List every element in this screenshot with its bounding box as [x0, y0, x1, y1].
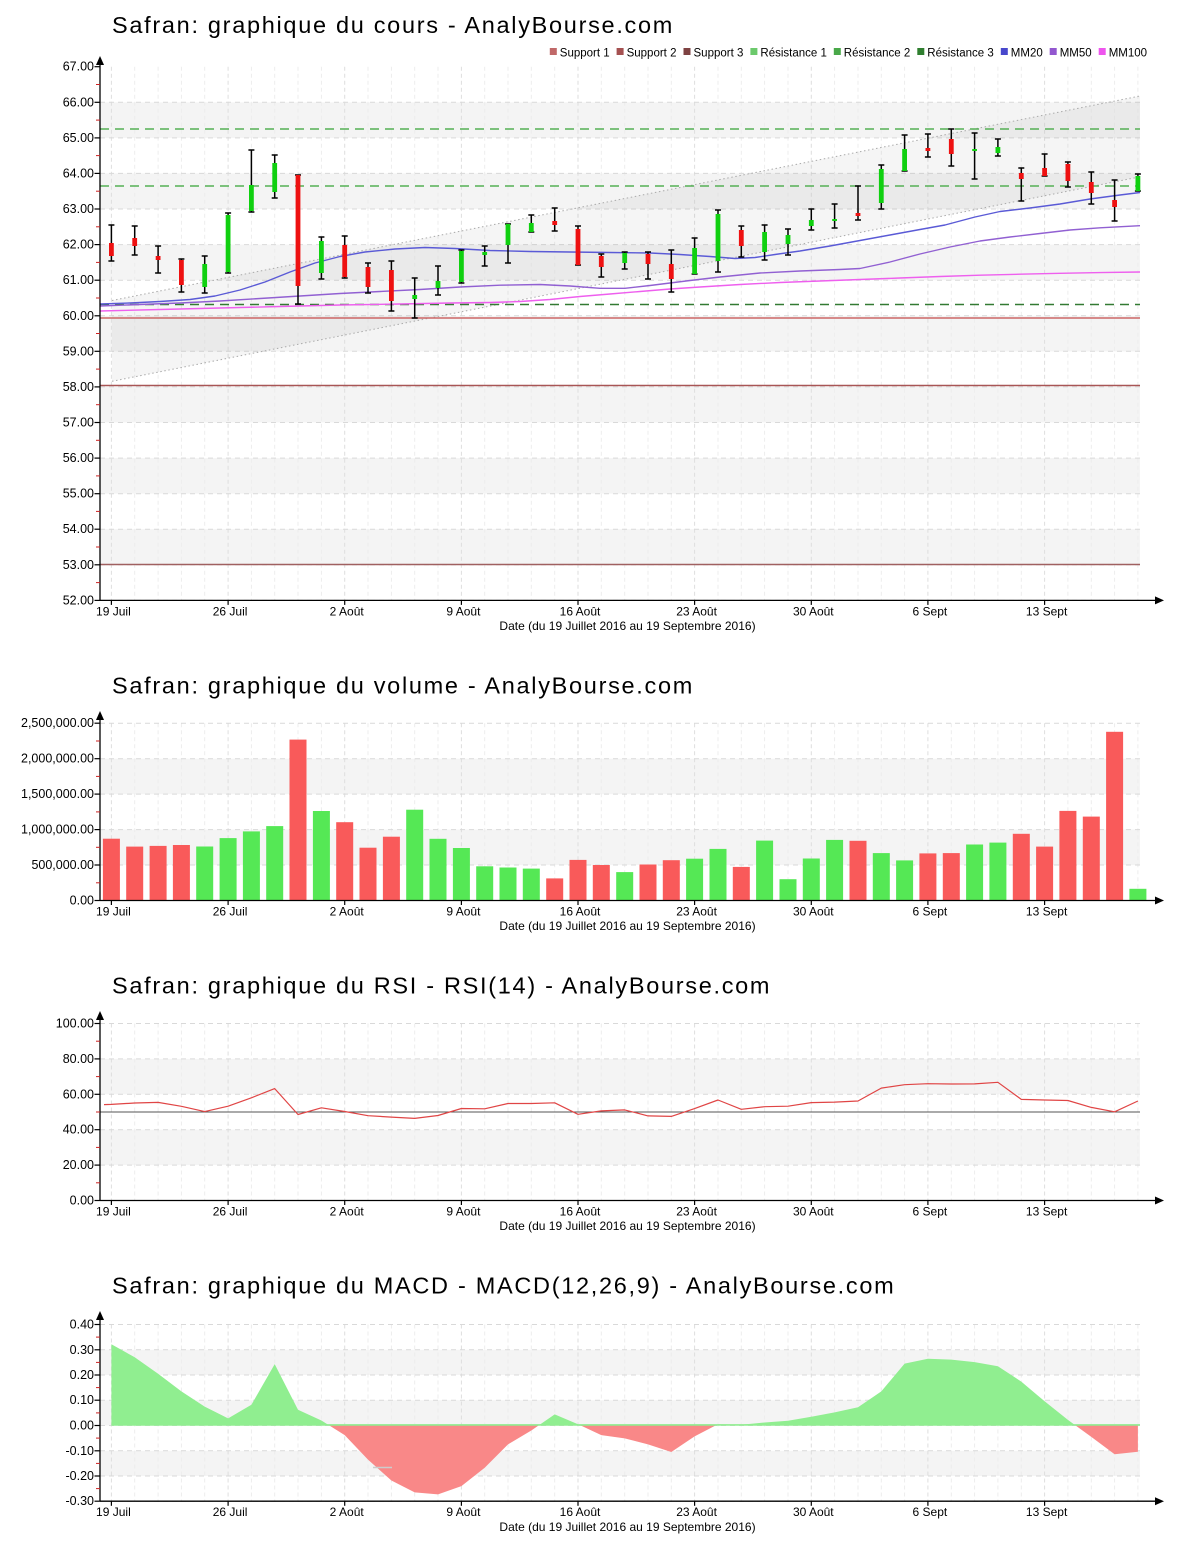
svg-text:26 Juil: 26 Juil: [213, 905, 248, 919]
svg-text:9 Août: 9 Août: [446, 1505, 481, 1519]
svg-text:Safran: graphique du MACD - MA: Safran: graphique du MACD - MACD(12,26,9…: [112, 1272, 895, 1298]
svg-text:500,000.00: 500,000.00: [31, 858, 94, 872]
svg-text:-0.30: -0.30: [66, 1494, 95, 1508]
svg-text:-0.20: -0.20: [66, 1469, 95, 1483]
svg-text:9 Août: 9 Août: [446, 905, 481, 919]
svg-text:9 Août: 9 Août: [446, 1205, 481, 1219]
svg-text:67.00: 67.00: [63, 60, 94, 74]
svg-text:23 Août: 23 Août: [676, 905, 717, 919]
svg-text:56.00: 56.00: [63, 451, 94, 465]
svg-text:13 Sept: 13 Sept: [1026, 905, 1068, 919]
svg-text:2 Août: 2 Août: [330, 1205, 365, 1219]
svg-text:13 Sept: 13 Sept: [1026, 604, 1068, 618]
svg-text:MM100: MM100: [1109, 48, 1147, 60]
svg-text:6 Sept: 6 Sept: [913, 1505, 948, 1519]
svg-text:13 Sept: 13 Sept: [1026, 1505, 1068, 1519]
svg-text:16 Août: 16 Août: [560, 905, 601, 919]
svg-text:23 Août: 23 Août: [676, 604, 717, 618]
svg-text:30 Août: 30 Août: [793, 604, 834, 618]
svg-text:16 Août: 16 Août: [560, 1205, 601, 1219]
svg-text:Date (du 19 Juillet 2016 au 19: Date (du 19 Juillet 2016 au 19 Septembre…: [499, 619, 755, 633]
svg-text:0.00: 0.00: [70, 894, 94, 908]
svg-text:19 Juil: 19 Juil: [96, 1505, 131, 1519]
svg-text:-0.10: -0.10: [66, 1444, 95, 1458]
svg-text:MM20: MM20: [1011, 48, 1043, 60]
svg-text:2,500,000.00: 2,500,000.00: [21, 716, 94, 730]
svg-text:6 Sept: 6 Sept: [913, 905, 948, 919]
svg-text:66.00: 66.00: [63, 95, 94, 109]
svg-text:0.00: 0.00: [70, 1194, 94, 1208]
svg-text:19 Juil: 19 Juil: [96, 1205, 131, 1219]
svg-text:30 Août: 30 Août: [793, 1505, 834, 1519]
svg-text:63.00: 63.00: [63, 202, 94, 216]
svg-text:Résistance 3: Résistance 3: [927, 48, 993, 60]
svg-text:19 Juil: 19 Juil: [96, 905, 131, 919]
svg-text:Safran: graphique du RSI - RSI: Safran: graphique du RSI - RSI(14) - Ana…: [112, 972, 771, 998]
svg-text:64.00: 64.00: [63, 166, 94, 180]
svg-text:Résistance 2: Résistance 2: [844, 48, 910, 60]
svg-text:23 Août: 23 Août: [676, 1205, 717, 1219]
svg-text:23 Août: 23 Août: [676, 1505, 717, 1519]
svg-text:57.00: 57.00: [63, 416, 94, 430]
svg-text:6 Sept: 6 Sept: [913, 1205, 948, 1219]
svg-text:30 Août: 30 Août: [793, 1205, 834, 1219]
svg-text:Date (du 19 Juillet 2016 au 19: Date (du 19 Juillet 2016 au 19 Septembre…: [499, 1219, 755, 1233]
svg-text:0.20: 0.20: [70, 1368, 94, 1382]
svg-text:26 Juil: 26 Juil: [213, 1205, 248, 1219]
svg-text:MM50: MM50: [1060, 48, 1092, 60]
svg-text:Safran: graphique du cours - A: Safran: graphique du cours - AnalyBourse…: [112, 12, 674, 38]
svg-text:54.00: 54.00: [63, 522, 94, 536]
svg-text:80.00: 80.00: [63, 1052, 94, 1066]
svg-text:65.00: 65.00: [63, 131, 94, 145]
svg-text:9 Août: 9 Août: [446, 604, 481, 618]
svg-text:2 Août: 2 Août: [330, 604, 365, 618]
svg-text:2 Août: 2 Août: [330, 1505, 365, 1519]
svg-text:2,000,000.00: 2,000,000.00: [21, 752, 94, 766]
svg-text:1,000,000.00: 1,000,000.00: [21, 823, 94, 837]
svg-text:2 Août: 2 Août: [330, 905, 365, 919]
svg-text:59.00: 59.00: [63, 344, 94, 358]
svg-text:16 Août: 16 Août: [560, 604, 601, 618]
svg-text:16 Août: 16 Août: [560, 1505, 601, 1519]
svg-text:30 Août: 30 Août: [793, 905, 834, 919]
svg-text:Support 2: Support 2: [627, 48, 677, 60]
svg-text:13 Sept: 13 Sept: [1026, 1205, 1068, 1219]
svg-text:60.00: 60.00: [63, 309, 94, 323]
svg-text:0.10: 0.10: [70, 1393, 94, 1407]
svg-text:60.00: 60.00: [63, 1087, 94, 1101]
svg-text:6 Sept: 6 Sept: [913, 604, 948, 618]
svg-text:26 Juil: 26 Juil: [213, 1505, 248, 1519]
svg-text:62.00: 62.00: [63, 238, 94, 252]
svg-text:Support 3: Support 3: [694, 48, 744, 60]
svg-text:58.00: 58.00: [63, 380, 94, 394]
svg-text:100.00: 100.00: [56, 1017, 94, 1031]
svg-text:53.00: 53.00: [63, 558, 94, 572]
svg-text:52.00: 52.00: [63, 593, 94, 607]
svg-text:Safran: graphique du volume -: Safran: graphique du volume - AnalyBours…: [112, 672, 694, 698]
svg-text:Date (du 19 Juillet 2016 au 19: Date (du 19 Juillet 2016 au 19 Septembre…: [499, 919, 755, 933]
svg-text:0.30: 0.30: [70, 1343, 94, 1357]
svg-text:Support 1: Support 1: [560, 48, 610, 60]
svg-text:20.00: 20.00: [63, 1158, 94, 1172]
svg-text:61.00: 61.00: [63, 273, 94, 287]
svg-text:26 Juil: 26 Juil: [213, 604, 248, 618]
svg-text:19 Juil: 19 Juil: [96, 604, 131, 618]
svg-text:40.00: 40.00: [63, 1123, 94, 1137]
svg-text:Date (du 19 Juillet 2016 au 19: Date (du 19 Juillet 2016 au 19 Septembre…: [499, 1520, 755, 1534]
svg-text:0.00: 0.00: [70, 1419, 94, 1433]
svg-text:55.00: 55.00: [63, 487, 94, 501]
svg-text:0.40: 0.40: [70, 1318, 94, 1332]
svg-text:1,500,000.00: 1,500,000.00: [21, 787, 94, 801]
svg-text:Résistance 1: Résistance 1: [760, 48, 826, 60]
